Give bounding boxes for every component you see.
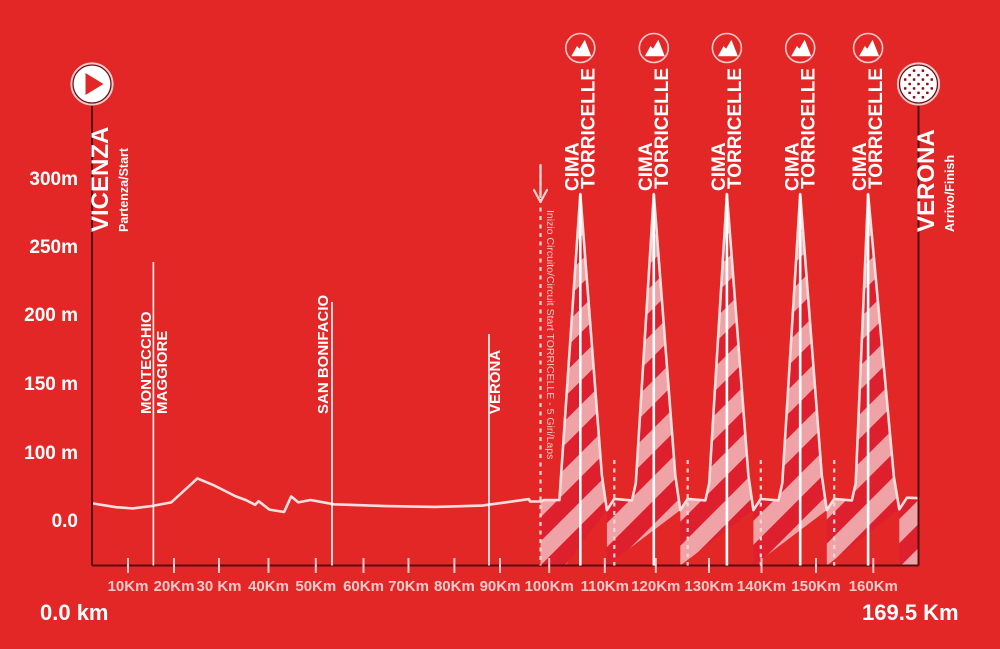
svg-text:120Km: 120Km: [631, 578, 680, 595]
svg-text:80Km: 80Km: [434, 578, 475, 595]
svg-text:200 m: 200 m: [24, 305, 78, 326]
svg-text:TORRICELLE: TORRICELLE: [725, 68, 746, 189]
svg-text:250m: 250m: [29, 237, 78, 258]
svg-text:60Km: 60Km: [343, 578, 384, 595]
svg-text:Inizio Circuito/Circuit Start: Inizio Circuito/Circuit Start TORRICELLE…: [544, 210, 556, 459]
svg-text:169.5 Km: 169.5 Km: [862, 600, 959, 625]
svg-text:30 Km: 30 Km: [196, 578, 241, 595]
svg-text:SAN BONIFACIO: SAN BONIFACIO: [315, 294, 332, 414]
svg-text:300m: 300m: [29, 169, 78, 190]
svg-text:0.0: 0.0: [52, 511, 78, 532]
svg-text:140Km: 140Km: [737, 578, 786, 595]
svg-text:110Km: 110Km: [581, 578, 629, 595]
svg-text:Partenza/Start: Partenza/Start: [117, 147, 131, 232]
svg-text:MONTECCHIO: MONTECCHIO: [138, 311, 155, 414]
svg-text:TORRICELLE: TORRICELLE: [652, 68, 673, 189]
svg-text:VERONA: VERONA: [487, 350, 504, 414]
svg-text:90Km: 90Km: [480, 578, 521, 595]
svg-text:100Km: 100Km: [525, 578, 574, 595]
svg-text:160Km: 160Km: [849, 578, 898, 595]
svg-text:TORRICELLE: TORRICELLE: [798, 68, 819, 189]
svg-text:150 m: 150 m: [24, 374, 78, 395]
svg-text:VERONA: VERONA: [913, 129, 940, 232]
svg-text:0.0 km: 0.0 km: [40, 600, 109, 625]
svg-text:130Km: 130Km: [684, 578, 733, 595]
svg-text:20Km: 20Km: [154, 578, 195, 595]
svg-text:50Km: 50Km: [295, 578, 336, 595]
svg-text:70Km: 70Km: [388, 578, 429, 595]
svg-text:40Km: 40Km: [248, 578, 289, 595]
svg-text:VICENZA: VICENZA: [87, 127, 114, 232]
svg-text:TORRICELLE: TORRICELLE: [579, 68, 600, 189]
svg-text:MAGGIORE: MAGGIORE: [154, 331, 171, 414]
svg-text:100 m: 100 m: [24, 443, 78, 464]
svg-text:Arrivo/Finish: Arrivo/Finish: [943, 155, 957, 232]
svg-text:150Km: 150Km: [791, 578, 840, 595]
svg-text:10Km: 10Km: [108, 578, 149, 595]
svg-text:TORRICELLE: TORRICELLE: [866, 68, 887, 189]
